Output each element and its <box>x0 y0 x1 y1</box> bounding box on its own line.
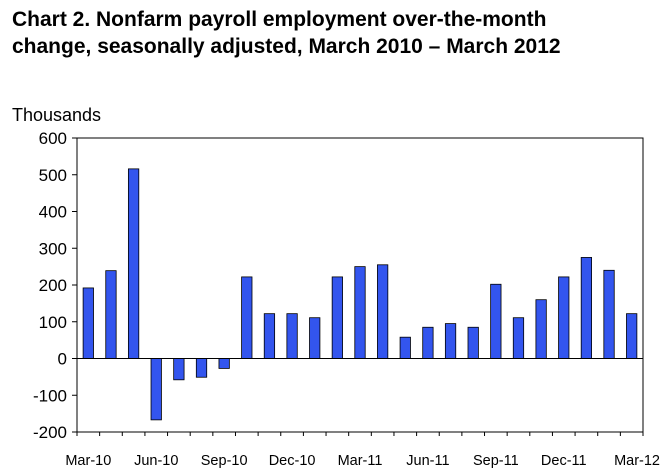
bar-oct-11 <box>512 317 525 359</box>
chart-title: Chart 2. Nonfarm payroll employment over… <box>12 6 662 60</box>
plot-frame <box>76 137 644 433</box>
bar-jun-11 <box>422 326 434 359</box>
bar-jul-11 <box>444 323 457 359</box>
bar-dec-10 <box>286 313 298 359</box>
bar-jul-10 <box>173 358 185 381</box>
bars-group <box>82 168 638 421</box>
y-tick-label: -100 <box>33 386 67 405</box>
x-tick-label: Mar-10 <box>65 453 111 469</box>
x-axis-ticks: Mar-10 Jun-10 Sep-10 Dec-10 Mar-11 Jun-11 Sep-… <box>65 432 660 469</box>
bar-aug-10 <box>195 358 208 378</box>
bar-aug-11 <box>467 326 479 359</box>
x-tick-label: Sep-10 <box>201 453 248 469</box>
y-tick-label: 600 <box>39 129 67 148</box>
bar-mar-10 <box>82 287 94 359</box>
chart-title-line-1: Chart 2. Nonfarm payroll employment over… <box>12 8 547 31</box>
y-tick-label: 300 <box>39 239 67 258</box>
x-tick-label: Jun-10 <box>134 453 178 469</box>
x-tick-label: Sep-11 <box>473 453 519 469</box>
bar-feb-12 <box>603 269 615 359</box>
bar-oct-10 <box>241 276 253 359</box>
y-axis-label: Thousands <box>12 105 101 125</box>
bar-apr-11 <box>377 264 389 359</box>
bar-jun-10 <box>150 358 162 421</box>
bar-may-11 <box>399 336 411 359</box>
bar-sep-11 <box>490 283 502 359</box>
bar-jan-11 <box>309 317 321 359</box>
bar-dec-11 <box>558 276 570 359</box>
chart-title-line-2: change, seasonally adjusted, March 2010 … <box>12 35 561 58</box>
bar-feb-11 <box>331 276 343 359</box>
y-tick-label: 500 <box>39 166 67 185</box>
bar-jan-12 <box>580 257 593 359</box>
bar-nov-10 <box>263 313 276 359</box>
y-tick-label: 400 <box>39 203 67 222</box>
bar-mar-12 <box>626 313 638 359</box>
x-tick-label: Mar-12 <box>614 453 660 469</box>
y-tick-label: 200 <box>39 276 67 295</box>
y-tick-label: 100 <box>39 313 67 332</box>
bar-mar-11 <box>354 266 366 359</box>
x-tick-label: Jun-11 <box>406 453 449 469</box>
bar-sep-10 <box>218 358 230 369</box>
y-tick-label: 0 <box>58 350 67 369</box>
y-axis-ticks: 600 500 400 300 200 100 0 -100 -200 <box>33 129 77 442</box>
x-tick-label: Mar-11 <box>338 453 383 469</box>
bar-apr-10 <box>105 270 117 359</box>
x-tick-label: Dec-10 <box>269 453 316 469</box>
bar-nov-11 <box>535 299 547 359</box>
bar-may-10 <box>127 168 140 359</box>
x-tick-label: Dec-11 <box>541 453 587 469</box>
y-tick-label: -200 <box>33 423 67 442</box>
